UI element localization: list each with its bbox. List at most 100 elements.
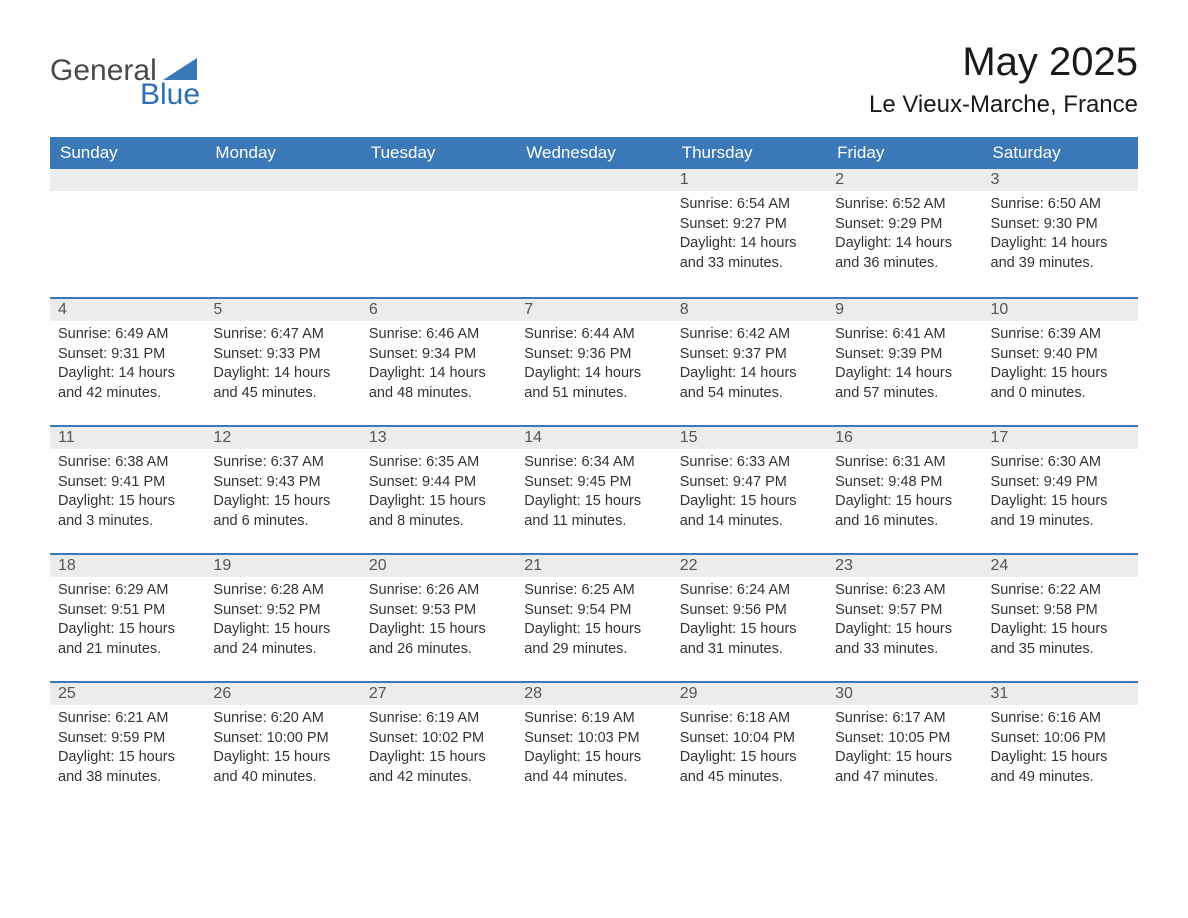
month-title: May 2025 [869,40,1138,85]
day-number: 16 [827,425,982,449]
day-details: Sunrise: 6:52 AMSunset: 9:29 PMDaylight:… [827,191,982,281]
calendar-day-cell: 1Sunrise: 6:54 AMSunset: 9:27 PMDaylight… [672,169,827,297]
daylight-line: Daylight: 15 hours and 40 minutes. [213,748,352,787]
sunset-line: Sunset: 9:33 PM [213,345,352,365]
weekday-header: Friday [827,137,982,169]
sunrise-line: Sunrise: 6:22 AM [991,581,1130,601]
day-details: Sunrise: 6:49 AMSunset: 9:31 PMDaylight:… [50,321,205,411]
sunrise-line: Sunrise: 6:24 AM [680,581,819,601]
daylight-line: Daylight: 15 hours and 14 minutes. [680,492,819,531]
calendar-day-cell: 12Sunrise: 6:37 AMSunset: 9:43 PMDayligh… [205,425,360,553]
sunrise-line: Sunrise: 6:41 AM [835,325,974,345]
daylight-line: Daylight: 14 hours and 36 minutes. [835,234,974,273]
sunrise-line: Sunrise: 6:29 AM [58,581,197,601]
sunset-line: Sunset: 9:40 PM [991,345,1130,365]
day-number: 31 [983,681,1138,705]
sunrise-line: Sunrise: 6:21 AM [58,709,197,729]
calendar-week-row: 1Sunrise: 6:54 AMSunset: 9:27 PMDaylight… [50,169,1138,297]
day-number: 22 [672,553,827,577]
daylight-line: Daylight: 14 hours and 33 minutes. [680,234,819,273]
day-details: Sunrise: 6:28 AMSunset: 9:52 PMDaylight:… [205,577,360,667]
sunset-line: Sunset: 9:49 PM [991,473,1130,493]
sunset-line: Sunset: 9:31 PM [58,345,197,365]
calendar-day-cell: 16Sunrise: 6:31 AMSunset: 9:48 PMDayligh… [827,425,982,553]
sunrise-line: Sunrise: 6:33 AM [680,453,819,473]
daylight-line: Daylight: 15 hours and 42 minutes. [369,748,508,787]
sunset-line: Sunset: 10:00 PM [213,729,352,749]
day-number: 8 [672,297,827,321]
sunset-line: Sunset: 9:56 PM [680,601,819,621]
sunrise-line: Sunrise: 6:17 AM [835,709,974,729]
sunset-line: Sunset: 9:59 PM [58,729,197,749]
sunset-line: Sunset: 9:57 PM [835,601,974,621]
daylight-line: Daylight: 15 hours and 35 minutes. [991,620,1130,659]
sunrise-line: Sunrise: 6:31 AM [835,453,974,473]
daylight-line: Daylight: 15 hours and 24 minutes. [213,620,352,659]
calendar-day-cell: 23Sunrise: 6:23 AMSunset: 9:57 PMDayligh… [827,553,982,681]
day-details: Sunrise: 6:33 AMSunset: 9:47 PMDaylight:… [672,449,827,539]
day-number: 4 [50,297,205,321]
day-number: 6 [361,297,516,321]
calendar-day-cell: 22 Sunrise: 6:24 AMSunset: 9:56 PMDayligh… [672,553,827,681]
title-block: May 2025 Le Vieux-Marche, France [869,40,1138,119]
day-number: 25 [50,681,205,705]
weekday-header-row: SundayMondayTuesdayWednesdayThursdayFrid… [50,137,1138,169]
sunset-line: Sunset: 9:30 PM [991,215,1130,235]
sunrise-line: Sunrise: 6:37 AM [213,453,352,473]
sunset-line: Sunset: 9:54 PM [524,601,663,621]
day-number: 5 [205,297,360,321]
daylight-line: Daylight: 14 hours and 54 minutes. [680,364,819,403]
calendar-day-cell: 28Sunrise: 6:19 AMSunset: 10:03 PMDaylig… [516,681,671,809]
sunset-line: Sunset: 9:51 PM [58,601,197,621]
sunrise-line: Sunrise: 6:20 AM [213,709,352,729]
calendar-day-cell: 6Sunrise: 6:46 AMSunset: 9:34 PMDaylight… [361,297,516,425]
day-details: Sunrise: 6:44 AMSunset: 9:36 PMDaylight:… [516,321,671,411]
daylight-line: Daylight: 15 hours and 31 minutes. [680,620,819,659]
calendar-day-cell: 2Sunrise: 6:52 AMSunset: 9:29 PMDaylight… [827,169,982,297]
day-number: 18 [50,553,205,577]
calendar-day-cell: 4Sunrise: 6:49 AMSunset: 9:31 PMDaylight… [50,297,205,425]
day-number: 15 [672,425,827,449]
daylight-line: Daylight: 14 hours and 57 minutes. [835,364,974,403]
daylight-line: Daylight: 15 hours and 49 minutes. [991,748,1130,787]
day-details: Sunrise: 6:54 AMSunset: 9:27 PMDaylight:… [672,191,827,281]
day-details: Sunrise: 6:46 AMSunset: 9:34 PMDaylight:… [361,321,516,411]
sunrise-line: Sunrise: 6:30 AM [991,453,1130,473]
calendar-day-cell: 29Sunrise: 6:18 AMSunset: 10:04 PMDaylig… [672,681,827,809]
calendar-table: SundayMondayTuesdayWednesdayThursdayFrid… [50,137,1138,809]
sunrise-line: Sunrise: 6:44 AM [524,325,663,345]
daylight-line: Daylight: 15 hours and 33 minutes. [835,620,974,659]
sunrise-line: Sunrise: 6:19 AM [369,709,508,729]
sunrise-line: Sunrise: 6:52 AM [835,195,974,215]
day-number: 2 [827,169,982,191]
day-number: 12 [205,425,360,449]
logo: General Blue [50,40,200,112]
daylight-line: Daylight: 14 hours and 42 minutes. [58,364,197,403]
daylight-line: Daylight: 15 hours and 29 minutes. [524,620,663,659]
sunset-line: Sunset: 9:44 PM [369,473,508,493]
sunset-line: Sunset: 9:53 PM [369,601,508,621]
daylight-line: Daylight: 14 hours and 39 minutes. [991,234,1130,273]
daylight-line: Daylight: 15 hours and 45 minutes. [680,748,819,787]
day-details: Sunrise: 6:25 AMSunset: 9:54 PMDaylight:… [516,577,671,667]
calendar-day-cell: 27Sunrise: 6:19 AMSunset: 10:02 PMDaylig… [361,681,516,809]
sunrise-line: Sunrise: 6:54 AM [680,195,819,215]
calendar-day-cell: 18Sunrise: 6:29 AMSunset: 9:51 PMDayligh… [50,553,205,681]
header: General Blue May 2025 Le Vieux-Marche, F… [50,40,1138,119]
calendar-day-cell: 31Sunrise: 6:16 AMSunset: 10:06 PMDaylig… [983,681,1138,809]
sunset-line: Sunset: 9:47 PM [680,473,819,493]
sunset-line: Sunset: 10:05 PM [835,729,974,749]
sunrise-line: Sunrise: 6:50 AM [991,195,1130,215]
day-number: 1 [672,169,827,191]
day-number: 28 [516,681,671,705]
calendar-day-cell: 8Sunrise: 6:42 AMSunset: 9:37 PMDaylight… [672,297,827,425]
calendar-day-cell: 13Sunrise: 6:35 AMSunset: 9:44 PMDayligh… [361,425,516,553]
day-number: 27 [361,681,516,705]
empty-day [516,169,671,191]
calendar-day-cell: 15Sunrise: 6:33 AMSunset: 9:47 PMDayligh… [672,425,827,553]
empty-day [361,169,516,191]
sunset-line: Sunset: 9:36 PM [524,345,663,365]
weekday-header: Saturday [983,137,1138,169]
calendar-day-cell [50,169,205,297]
sunset-line: Sunset: 10:03 PM [524,729,663,749]
